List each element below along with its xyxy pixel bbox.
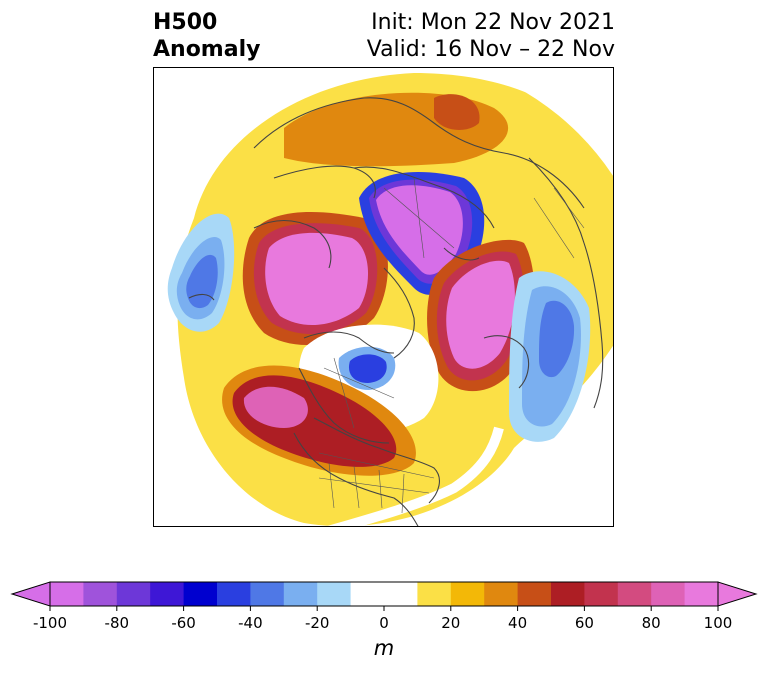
colorbar-tick-label: 0 [379, 614, 389, 632]
colorbar-bin [50, 582, 84, 606]
valid-period: Valid: 16 Nov – 22 Nov [366, 37, 615, 62]
colorbar-bin [283, 582, 318, 606]
colorbar-bin [484, 582, 519, 606]
colorbar-tick-label: 80 [641, 614, 661, 632]
colorbar-bin [617, 582, 652, 606]
colorbar-bin [684, 582, 719, 606]
political-borders [318, 177, 585, 514]
colorbar-extend-under [10, 581, 51, 607]
colorbar-bin [150, 582, 185, 606]
colorbar-tick-label: -60 [171, 614, 196, 632]
colorbar-extend-over [717, 581, 758, 607]
colorbar-bin [250, 582, 285, 606]
colorbar-bin [651, 582, 686, 606]
colorbar-tick-label: -40 [238, 614, 263, 632]
map-svg [167, 73, 613, 526]
colorbar-tick-label: 40 [508, 614, 528, 632]
colorbar-bin [417, 582, 452, 606]
colorbar-bin [83, 582, 118, 606]
colorbar-bin [450, 582, 485, 606]
coastlines [188, 97, 604, 526]
title-variable: H500 [153, 10, 218, 35]
colorbar-bin [350, 582, 418, 606]
colorbar-tick-label: 100 [703, 614, 733, 632]
colorbar-tick-label: 20 [441, 614, 461, 632]
anomaly-core-north [434, 94, 480, 130]
colorbar-bin [116, 582, 151, 606]
colorbar-bin [217, 582, 251, 606]
colorbar-bin [551, 582, 585, 606]
colorbar-tick-label: 60 [574, 614, 594, 632]
map-title-right: Init: Mon 22 Nov 2021 Valid: 16 Nov – 22… [367, 9, 615, 63]
colorbar-bin [183, 582, 218, 606]
init-time: Init: Mon 22 Nov 2021 [371, 10, 615, 35]
colorbar-tick-label: -80 [104, 614, 130, 632]
colorbar-tick-label: -20 [304, 614, 330, 632]
colorbar-bin [517, 582, 552, 606]
colorbar-unit-label: m [373, 636, 395, 660]
title-field: Anomaly [153, 37, 261, 62]
map-title-left: H500 Anomaly [153, 9, 260, 63]
colorbar-bin [317, 582, 352, 606]
polar-anomaly-map [153, 67, 614, 527]
colorbar-tick-label: -100 [32, 614, 68, 632]
colorbar: -100 -80 -60 -40 -20 0 20 40 60 80 100 m [0, 575, 768, 673]
colorbar-svg [10, 581, 758, 611]
colorbar-bin [584, 582, 619, 606]
